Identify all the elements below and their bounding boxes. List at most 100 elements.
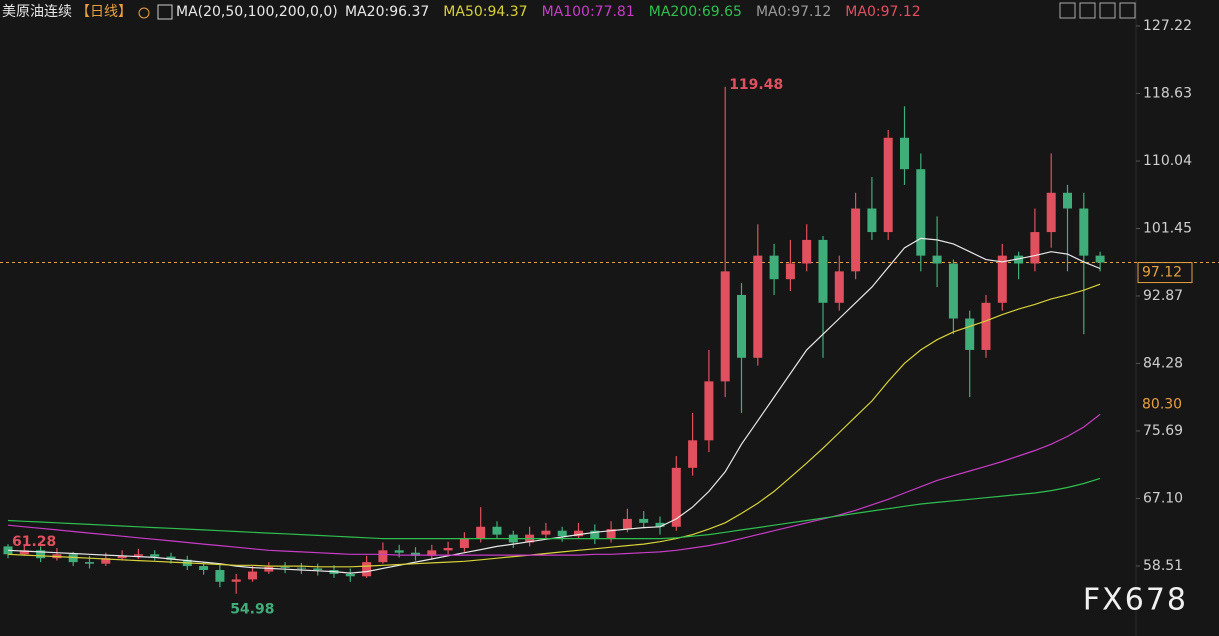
candle-body (492, 526, 502, 535)
y-tick-label: 101.45 (1143, 221, 1192, 237)
candle-body (802, 239, 812, 264)
legend-entry: MA0:97.12 (845, 4, 920, 20)
legend-entry: MA20:96.37 (345, 4, 429, 20)
candle-body (248, 571, 257, 580)
candle-body (459, 538, 469, 548)
candle-body (834, 271, 844, 303)
candle-body (362, 562, 372, 577)
candle-body (1063, 192, 1072, 209)
candle-body (1014, 255, 1024, 264)
candle-body (655, 522, 665, 527)
price-annotation: 54.98 (230, 602, 274, 618)
candle-body (19, 550, 29, 555)
legend-entry: MA50:94.37 (443, 4, 527, 20)
candle-body (574, 530, 583, 537)
price-tag-box (1138, 394, 1192, 415)
candle-body (622, 518, 632, 530)
candle-body (948, 263, 958, 319)
y-tick-label: 58.51 (1143, 558, 1183, 574)
candle-body (867, 208, 877, 233)
candle-body (981, 302, 991, 350)
y-tick-label: 75.69 (1143, 423, 1183, 439)
candle-body (150, 554, 160, 557)
legend-entry: MA100:77.81 (542, 4, 635, 20)
candle-body (737, 294, 746, 358)
candle-body (101, 558, 111, 564)
candle-body (199, 566, 209, 570)
indicator-icon[interactable] (157, 4, 173, 20)
ma-line (7, 283, 1101, 568)
candle-body (345, 573, 355, 577)
candle-body (231, 579, 241, 582)
price-annotation: 119.48 (729, 77, 783, 93)
y-tick-label: 84.28 (1143, 355, 1183, 371)
tool-icon[interactable] (1099, 2, 1116, 19)
ma-line (7, 413, 1101, 556)
candle-body (378, 550, 388, 563)
candle-body (851, 208, 861, 272)
add-icon[interactable] (138, 7, 150, 19)
candle-body (215, 569, 225, 582)
tool-icon[interactable] (1079, 2, 1096, 19)
instrument-title: 美原油连续 (2, 3, 72, 20)
candle-body (785, 263, 795, 280)
candle-body (296, 567, 306, 569)
candle-body (965, 318, 975, 350)
tool-icon[interactable] (1059, 2, 1076, 19)
candle-body (997, 255, 1007, 303)
period[interactable]: 【日线】 (76, 4, 132, 20)
candle-body (133, 554, 143, 556)
y-tick-label: 127.22 (1143, 18, 1192, 34)
candle-body (1030, 232, 1040, 264)
candle-body (769, 255, 779, 280)
price-tag-box (1137, 262, 1193, 284)
candle-body (117, 555, 127, 559)
candle-body (264, 566, 274, 572)
candle-body (606, 529, 616, 539)
candle-body (818, 239, 828, 303)
candle-body (427, 550, 437, 556)
legend-entry: MA0:97.12 (756, 4, 831, 20)
toolbar[interactable] (1059, 2, 1136, 19)
y-tick-label: 67.10 (1143, 490, 1183, 506)
candle-body (932, 255, 942, 264)
candle-body (36, 550, 46, 559)
candle-body (1079, 208, 1089, 256)
candle-body (443, 547, 453, 551)
y-tick-label: 110.04 (1143, 153, 1192, 169)
candle-body (916, 169, 926, 256)
candle-body (704, 381, 714, 441)
candle-body (394, 550, 404, 553)
candle-body (883, 137, 893, 233)
candle-body (900, 137, 909, 170)
candle-body (720, 271, 730, 382)
candle-body (557, 530, 567, 537)
candle-body (541, 530, 551, 535)
price-annotation: 61.28 (12, 534, 56, 550)
price-tag: 97.12 (1142, 265, 1182, 281)
tool-icon[interactable] (1119, 2, 1136, 19)
candle-body (639, 518, 649, 523)
indicator: MA(20,50,100,200,0,0) (176, 4, 338, 20)
legend-entry: MA200:69.65 (649, 4, 742, 20)
candle-body (313, 568, 323, 570)
candle-body (411, 552, 420, 556)
ma-line (7, 477, 1101, 540)
header: 美原油连续 【日线】 MA(20,50,100,200,0,0) (2, 3, 338, 20)
watermark: FX678 (1083, 583, 1188, 618)
candle-body (85, 562, 94, 564)
candle-body (1046, 192, 1056, 233)
candle-body (476, 526, 486, 539)
candle-body (280, 566, 290, 568)
candle-body (1095, 255, 1105, 263)
y-tick-label: 92.87 (1143, 288, 1183, 304)
candle-body (753, 255, 763, 358)
candle-body (671, 467, 681, 527)
candle-body (68, 554, 78, 563)
price-tag: 80.30 (1142, 397, 1182, 413)
candle-body (688, 440, 698, 468)
candle-body (590, 530, 600, 539)
